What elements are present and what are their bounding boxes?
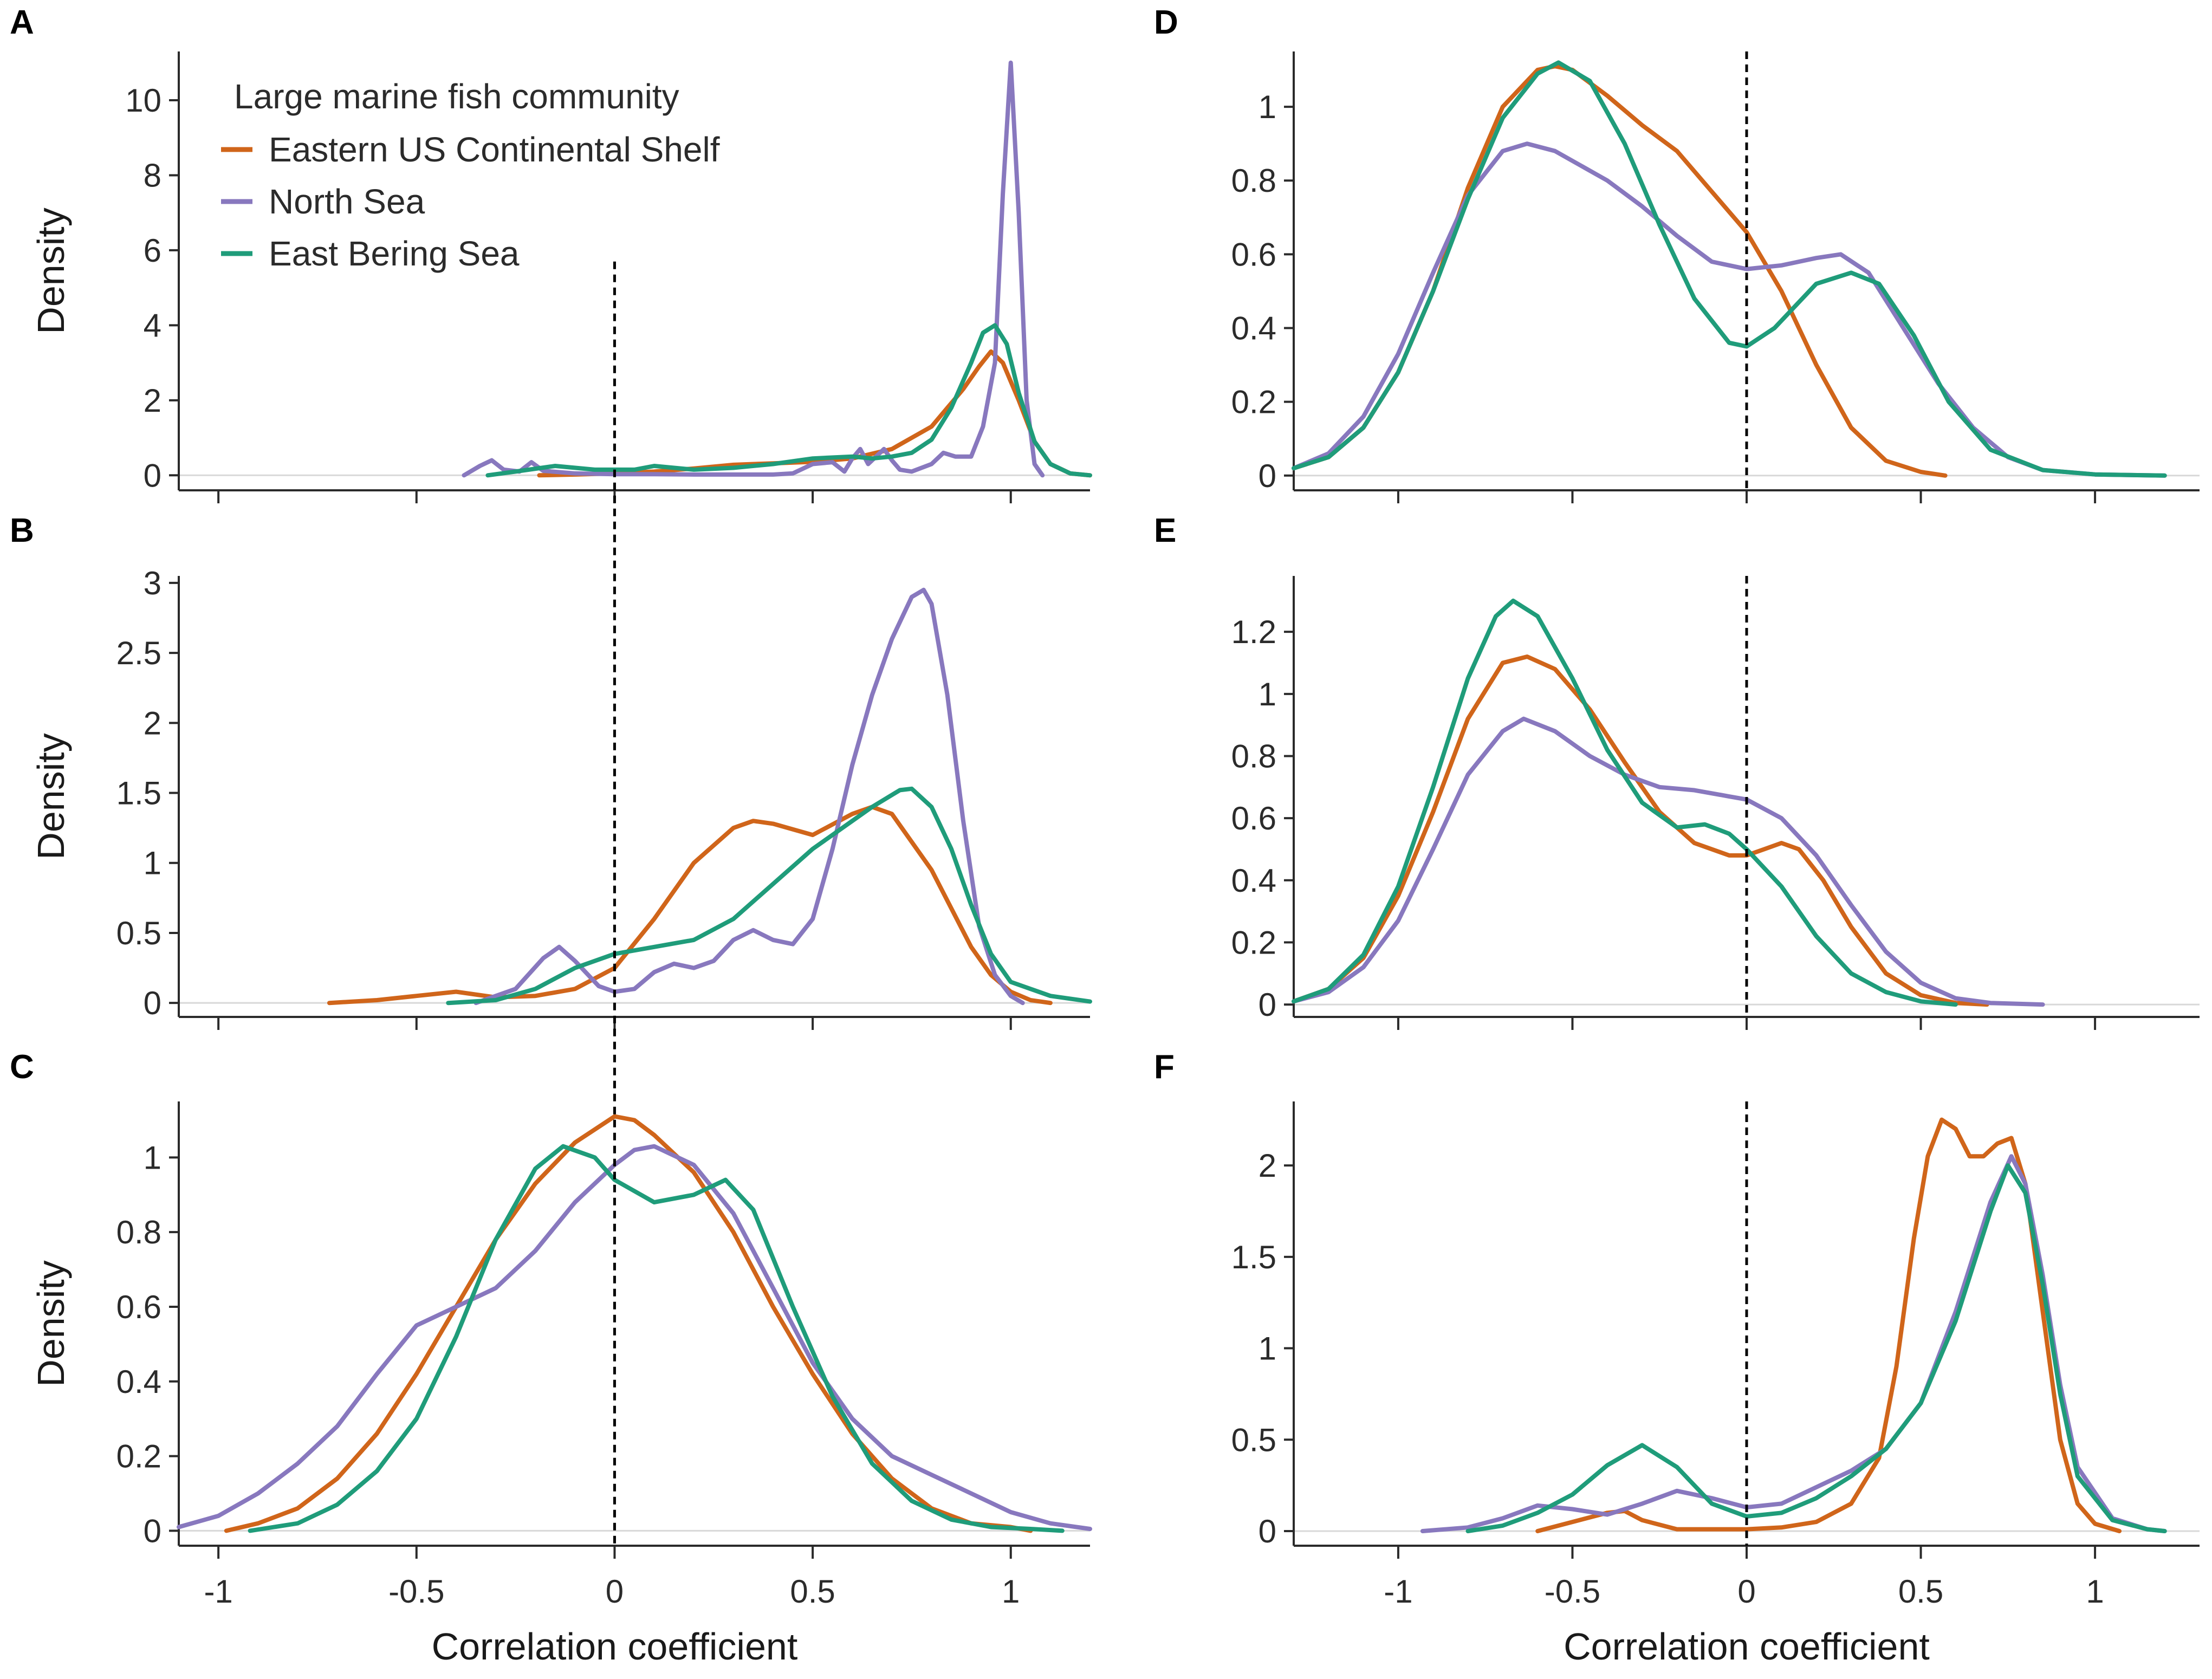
y-tick-label-f: 1.5 <box>1231 1239 1276 1275</box>
x-tick-label-c: 0 <box>606 1573 624 1610</box>
series-line-north-sea-a <box>462 60 1045 478</box>
y-tick-label-a: 4 <box>144 307 161 343</box>
y-tick-label-d: 0.4 <box>1231 310 1276 347</box>
legend-title: Large marine fish community <box>234 77 679 116</box>
y-tick-label-c: 0.2 <box>116 1438 161 1475</box>
legend-label-north-sea: North Sea <box>269 182 425 221</box>
legend: Large marine fish community Eastern US C… <box>221 77 720 273</box>
y-tick-label-a: 8 <box>144 157 161 193</box>
series-line-eastern-us-c <box>224 1114 1033 1533</box>
panel-letter-f: F <box>1154 1048 1175 1086</box>
series-line-east-bering-b <box>446 786 1092 1006</box>
series-line-east-bering-c <box>248 1144 1065 1533</box>
panel-letter-c: C <box>10 1048 34 1086</box>
y-axis-title-b: Density <box>30 733 72 859</box>
y-tick-label-b: 0 <box>144 985 161 1021</box>
legend-label-east-bering: East Bering Sea <box>269 234 520 273</box>
y-tick-label-e: 0.4 <box>1231 863 1276 899</box>
x-axis-title-c: Correlation coefficient <box>432 1625 798 1668</box>
series-line-east-bering-f <box>1465 1163 2167 1533</box>
y-tick-label-d: 0 <box>1259 458 1276 494</box>
panel-e: E 0 0.2 0.4 0.6 0.8 1 1.2 <box>1154 512 2200 1030</box>
y-tick-label-f: 2 <box>1259 1148 1276 1184</box>
x-tick-label-c: -0.5 <box>388 1573 444 1610</box>
panel-c: C 0 0.2 0.4 0.6 0.8 1 -1 -0.5 0 0.5 1 Density Correl… <box>10 1048 1092 1668</box>
y-axis-title-a: Density <box>30 208 72 334</box>
series-line-eastern-us-e <box>1292 654 1989 1007</box>
panel-d: D 0 0.2 0.4 0.6 0.8 1 <box>1154 4 2200 503</box>
y-tick-label-b: 1 <box>144 845 161 881</box>
panel-b: B 0 0.5 1 1.5 2 2.5 3 Density <box>10 512 1092 1030</box>
series-line-north-sea-e <box>1292 716 2045 1007</box>
y-tick-label-b: 1.5 <box>116 775 161 812</box>
legend-label-eastern-us: Eastern US Continental Shelf <box>269 130 720 169</box>
panel-a: A 0 2 4 6 8 10 Density <box>10 4 1092 503</box>
x-tick-label-f: 0.5 <box>1898 1573 1943 1610</box>
series-line-east-bering-e <box>1292 598 1958 1007</box>
y-tick-label-e: 0.8 <box>1231 738 1276 774</box>
y-tick-label-d: 1 <box>1259 89 1276 125</box>
y-tick-label-c: 1 <box>144 1139 161 1176</box>
panel-letter-b: B <box>10 512 34 549</box>
y-tick-label-a: 10 <box>125 82 161 119</box>
y-tick-label-b: 3 <box>144 565 161 601</box>
y-tick-label-d: 0.8 <box>1231 163 1276 199</box>
x-tick-label-c: -1 <box>204 1573 232 1610</box>
y-tick-label-a: 2 <box>144 383 161 419</box>
series-line-north-sea-b <box>473 587 1025 1006</box>
y-tick-label-b: 2 <box>144 705 161 741</box>
x-tick-label-f: 0 <box>1737 1573 1755 1610</box>
y-tick-label-d: 0.2 <box>1231 384 1276 420</box>
x-tick-label-c: 0.5 <box>790 1573 835 1610</box>
y-tick-label-b: 0.5 <box>116 915 161 951</box>
y-tick-label-f: 0 <box>1259 1513 1276 1550</box>
y-axis-title-c: Density <box>30 1260 72 1386</box>
y-tick-label-c: 0 <box>144 1513 161 1549</box>
y-tick-label-e: 1.2 <box>1231 614 1276 650</box>
y-tick-label-f: 0.5 <box>1231 1422 1276 1458</box>
series-line-eastern-us-b <box>327 805 1053 1006</box>
x-axis-title-f: Correlation coefficient <box>1564 1625 1930 1668</box>
series-line-eastern-us-d <box>1292 64 1948 478</box>
panel-letter-d: D <box>1154 4 1178 41</box>
panel-f: F 0 0.5 1 1.5 2 -1 -0.5 0 0.5 1 Correlation coeffi… <box>1154 1048 2200 1668</box>
y-tick-label-f: 1 <box>1259 1331 1276 1367</box>
y-tick-label-e: 1 <box>1259 676 1276 712</box>
y-tick-label-c: 0.8 <box>116 1214 161 1250</box>
y-tick-label-c: 0.6 <box>116 1289 161 1325</box>
y-tick-label-d: 0.6 <box>1231 236 1276 273</box>
x-tick-label-f: 1 <box>2086 1573 2104 1610</box>
panel-letter-e: E <box>1154 512 1176 549</box>
series-line-eastern-us-f <box>1535 1117 2122 1533</box>
y-tick-label-b: 2.5 <box>116 635 161 671</box>
x-tick-label-f: -0.5 <box>1545 1573 1600 1610</box>
y-tick-label-e: 0 <box>1259 987 1276 1023</box>
y-tick-label-e: 0.6 <box>1231 800 1276 837</box>
y-tick-label-a: 0 <box>144 457 161 494</box>
y-tick-label-c: 0.4 <box>116 1364 161 1400</box>
x-tick-label-f: -1 <box>1384 1573 1412 1610</box>
series-line-east-bering-a <box>485 323 1092 478</box>
y-tick-label-e: 0.2 <box>1231 924 1276 961</box>
x-tick-label-c: 1 <box>1002 1573 1020 1610</box>
panel-letter-a: A <box>10 4 34 41</box>
y-tick-label-a: 6 <box>144 232 161 269</box>
series-line-north-sea-c <box>177 1144 1092 1531</box>
series-line-east-bering-d <box>1292 60 2167 478</box>
